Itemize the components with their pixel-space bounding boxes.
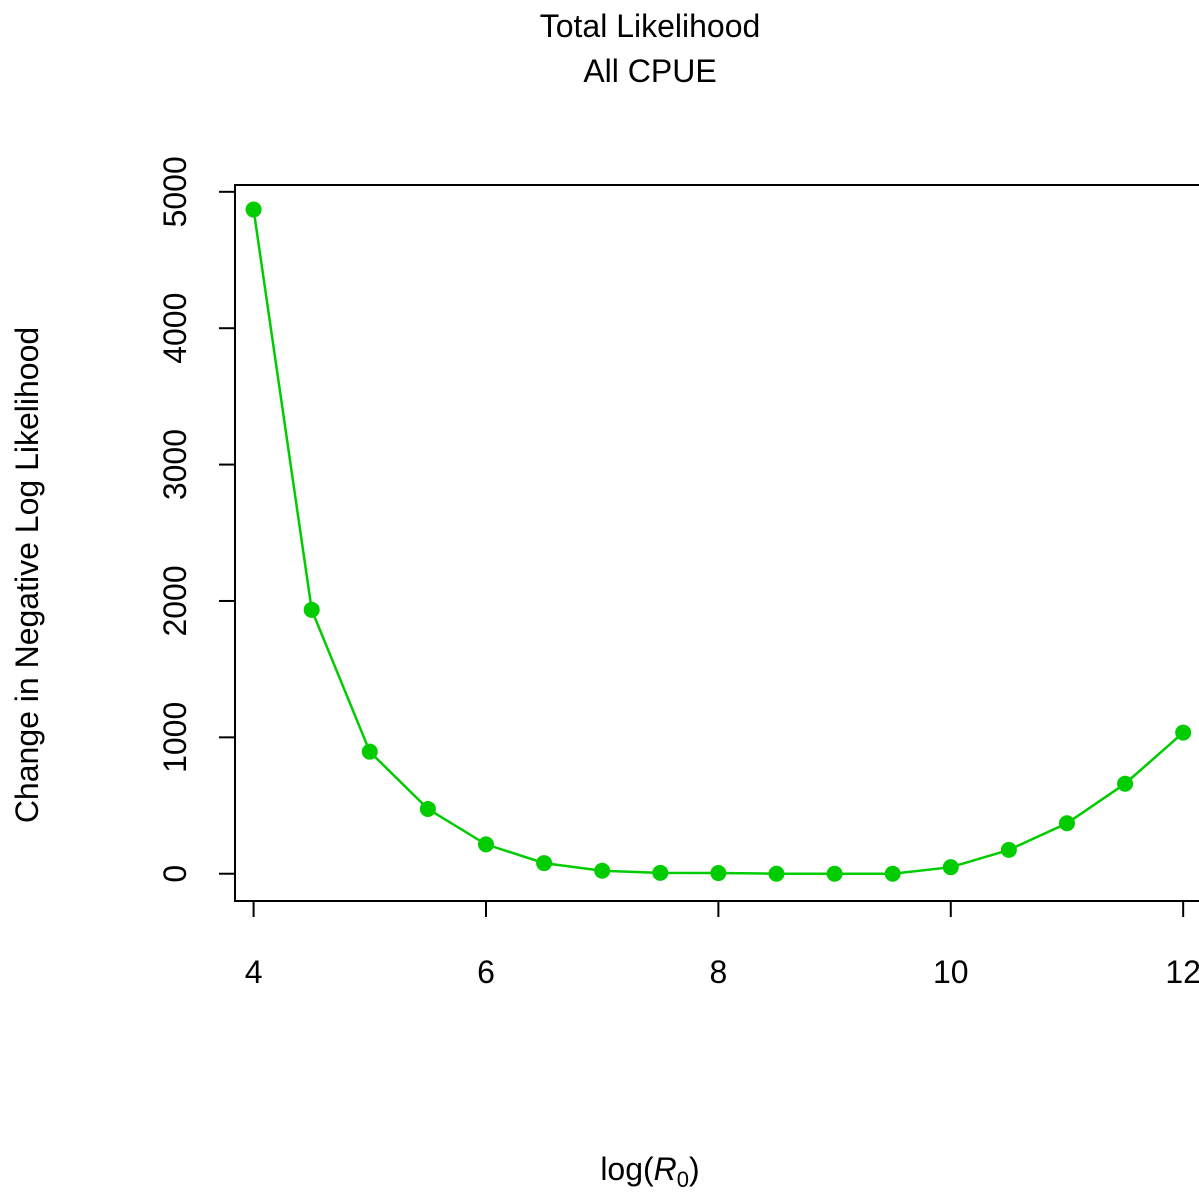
chart-subtitle: All CPUE: [583, 53, 716, 89]
data-point: [710, 865, 727, 882]
plot-frame: [234, 184, 1199, 902]
data-point: [419, 800, 436, 817]
data-point: [1175, 724, 1192, 741]
y-tick-label: 5000: [157, 156, 193, 227]
y-tick-label: 3000: [157, 429, 193, 500]
x-axis: 4 6 8 10 12: [245, 900, 1199, 990]
data-point: [594, 862, 611, 879]
data-point: [1117, 775, 1134, 792]
data-point: [1000, 841, 1017, 858]
x-tick-label: 12: [1165, 954, 1199, 990]
data-point: [245, 201, 262, 218]
y-axis-label: Change in Negative Log Likelihood: [9, 327, 45, 823]
data-point: [652, 864, 669, 881]
data-point: [1058, 815, 1075, 832]
x-tick-label: 10: [933, 954, 969, 990]
x-axis-label: log(R0): [600, 1151, 699, 1192]
y-tick-label: 4000: [157, 293, 193, 364]
y-axis: 0 1000 2000 3000 4000 5000: [157, 156, 236, 883]
data-point: [942, 859, 959, 876]
x-tick-label: 4: [245, 954, 263, 990]
data-point: [826, 865, 843, 882]
data-point: [303, 601, 320, 618]
data-point: [477, 836, 494, 853]
y-tick-label: 2000: [157, 565, 193, 636]
x-tick-label: 8: [709, 954, 727, 990]
data-point: [536, 855, 553, 872]
chart-title: Total Likelihood: [540, 8, 761, 44]
x-tick-label: 6: [477, 954, 495, 990]
series-line: [252, 209, 1185, 875]
data-point: [884, 865, 901, 882]
y-tick-label: 1000: [157, 702, 193, 773]
data-point: [361, 743, 378, 760]
data-point: [768, 865, 785, 882]
series-layer: [245, 201, 1192, 882]
y-tick-label: 0: [157, 865, 193, 883]
